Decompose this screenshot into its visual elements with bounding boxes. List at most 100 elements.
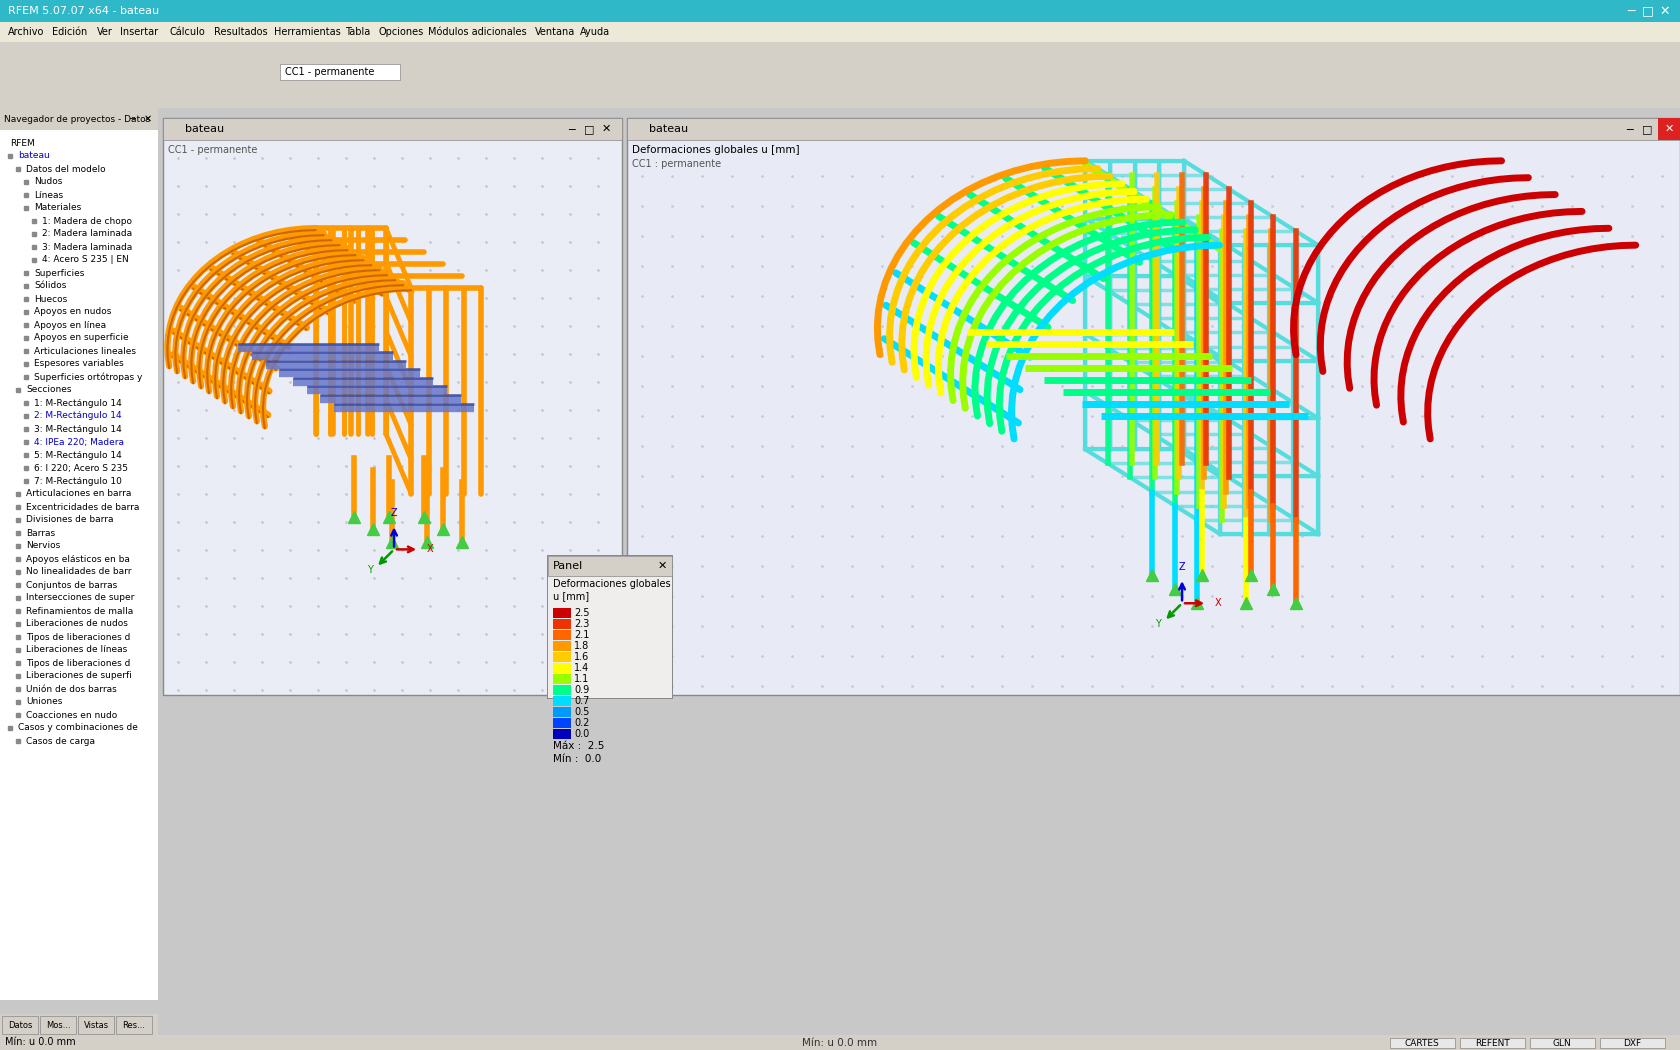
Bar (1389, 1038, 1455, 1048)
Text: 1.1: 1.1 (575, 674, 590, 684)
Text: ✕: ✕ (601, 124, 612, 134)
Text: Res...: Res... (123, 1021, 146, 1029)
Bar (553, 652, 571, 662)
Text: 0.0: 0.0 (575, 729, 590, 739)
Text: Excentricidades de barra: Excentricidades de barra (25, 503, 139, 511)
Text: Resultados: Resultados (215, 27, 269, 37)
Text: Secciones: Secciones (25, 385, 72, 395)
Text: Mín: u 0.0 mm: Mín: u 0.0 mm (803, 1038, 877, 1048)
Bar (0, 42, 1680, 64)
Text: Tipos de liberaciones d: Tipos de liberaciones d (25, 658, 131, 668)
Text: Uniones: Uniones (25, 697, 62, 707)
Text: Navegador de proyectos - Datos: Navegador de proyectos - Datos (3, 114, 150, 124)
Bar (0, 0, 1680, 22)
Text: Mos...: Mos... (45, 1021, 71, 1029)
Bar (548, 556, 672, 698)
Text: Z: Z (1179, 562, 1186, 572)
Text: Tipos de liberaciones d: Tipos de liberaciones d (25, 632, 131, 642)
Text: X: X (427, 544, 433, 554)
Text: 2.3: 2.3 (575, 620, 590, 629)
Text: Unión de dos barras: Unión de dos barras (25, 685, 116, 693)
Text: 3: M-Rectángulo 14: 3: M-Rectángulo 14 (34, 424, 121, 434)
Text: Y: Y (368, 565, 373, 575)
Bar (0, 64, 1680, 86)
Text: Materiales: Materiales (34, 204, 81, 212)
Bar (0, 86, 1680, 108)
Text: Coacciones en nudo: Coacciones en nudo (25, 711, 118, 719)
Text: Apoyos en línea: Apoyos en línea (34, 320, 106, 330)
Bar (0, 108, 158, 130)
Text: Superficies: Superficies (34, 269, 84, 277)
Bar (553, 620, 571, 629)
Text: Insertar: Insertar (121, 27, 158, 37)
Text: REFENT: REFENT (1475, 1038, 1509, 1048)
Text: □: □ (1641, 4, 1653, 18)
Text: Módulos adicionales: Módulos adicionales (428, 27, 528, 37)
Text: bateau: bateau (648, 124, 689, 134)
Text: Vistas: Vistas (84, 1021, 109, 1029)
Bar (163, 118, 622, 695)
Text: ─: ─ (568, 124, 575, 134)
Text: Apoyos en superficie: Apoyos en superficie (34, 334, 129, 342)
Text: Ver: Ver (97, 27, 113, 37)
Text: 0.7: 0.7 (575, 696, 590, 706)
Text: 0.5: 0.5 (575, 707, 590, 717)
Text: □: □ (583, 124, 595, 134)
Bar (0, 1036, 1680, 1050)
Text: CC1 - permanente: CC1 - permanente (168, 145, 257, 155)
Text: Herramientas: Herramientas (274, 27, 341, 37)
Bar (77, 1016, 114, 1034)
Text: 5: M-Rectángulo 14: 5: M-Rectángulo 14 (34, 450, 121, 460)
Text: Deformaciones globales: Deformaciones globales (553, 579, 670, 589)
Bar (553, 707, 571, 717)
Bar (627, 118, 1680, 140)
Text: Conjuntos de barras: Conjuntos de barras (25, 581, 118, 589)
Text: Apoyos en nudos: Apoyos en nudos (34, 308, 111, 316)
Text: ✕: ✕ (1660, 124, 1668, 134)
Text: ✕: ✕ (657, 561, 667, 571)
Text: 6: I 220; Acero S 235: 6: I 220; Acero S 235 (34, 463, 128, 472)
Text: 1.4: 1.4 (575, 663, 590, 673)
Bar (1658, 118, 1680, 140)
Text: DXF: DXF (1623, 1038, 1641, 1048)
Text: Articulaciones en barra: Articulaciones en barra (25, 489, 131, 499)
Text: ✕: ✕ (1665, 124, 1673, 134)
Text: GLN: GLN (1552, 1038, 1571, 1048)
Text: u [mm]: u [mm] (553, 591, 590, 601)
Bar (1530, 1038, 1594, 1048)
Text: bateau: bateau (18, 151, 50, 161)
Text: Mín :  0.0: Mín : 0.0 (553, 754, 601, 764)
Text: ─: ─ (1626, 124, 1633, 134)
Text: 2: Madera laminada: 2: Madera laminada (42, 230, 133, 238)
Bar (553, 663, 571, 673)
Bar (553, 608, 571, 618)
Bar (0, 130, 158, 1000)
Text: Máx :  2.5: Máx : 2.5 (553, 741, 605, 751)
Text: Y: Y (1156, 620, 1161, 629)
Text: Panel: Panel (553, 561, 583, 571)
Text: CC1 : permanente: CC1 : permanente (632, 159, 721, 169)
Bar (553, 630, 571, 640)
Text: 1: M-Rectángulo 14: 1: M-Rectángulo 14 (34, 399, 121, 407)
Text: Datos del modelo: Datos del modelo (25, 165, 106, 173)
Bar (0, 1035, 1680, 1050)
Text: 2.5: 2.5 (575, 608, 590, 618)
Text: Intersecciones de super: Intersecciones de super (25, 593, 134, 603)
Text: Articulaciones lineales: Articulaciones lineales (34, 346, 136, 356)
Text: RFEM 5.07.07 x64 - bateau: RFEM 5.07.07 x64 - bateau (8, 6, 160, 16)
Bar (40, 1016, 76, 1034)
Bar (116, 1016, 151, 1034)
Text: Nudos: Nudos (34, 177, 62, 187)
Bar (1460, 1038, 1525, 1048)
Text: Nervios: Nervios (25, 542, 60, 550)
Text: Líneas: Líneas (34, 190, 64, 200)
Text: bateau: bateau (185, 124, 223, 134)
Bar (627, 118, 1680, 695)
Bar (553, 640, 571, 651)
Text: Liberaciones de nudos: Liberaciones de nudos (25, 620, 128, 629)
Text: Casos de carga: Casos de carga (25, 736, 96, 746)
Text: 0.2: 0.2 (575, 718, 590, 728)
Bar (553, 718, 571, 728)
Bar (553, 674, 571, 684)
Text: 2.1: 2.1 (575, 630, 590, 640)
